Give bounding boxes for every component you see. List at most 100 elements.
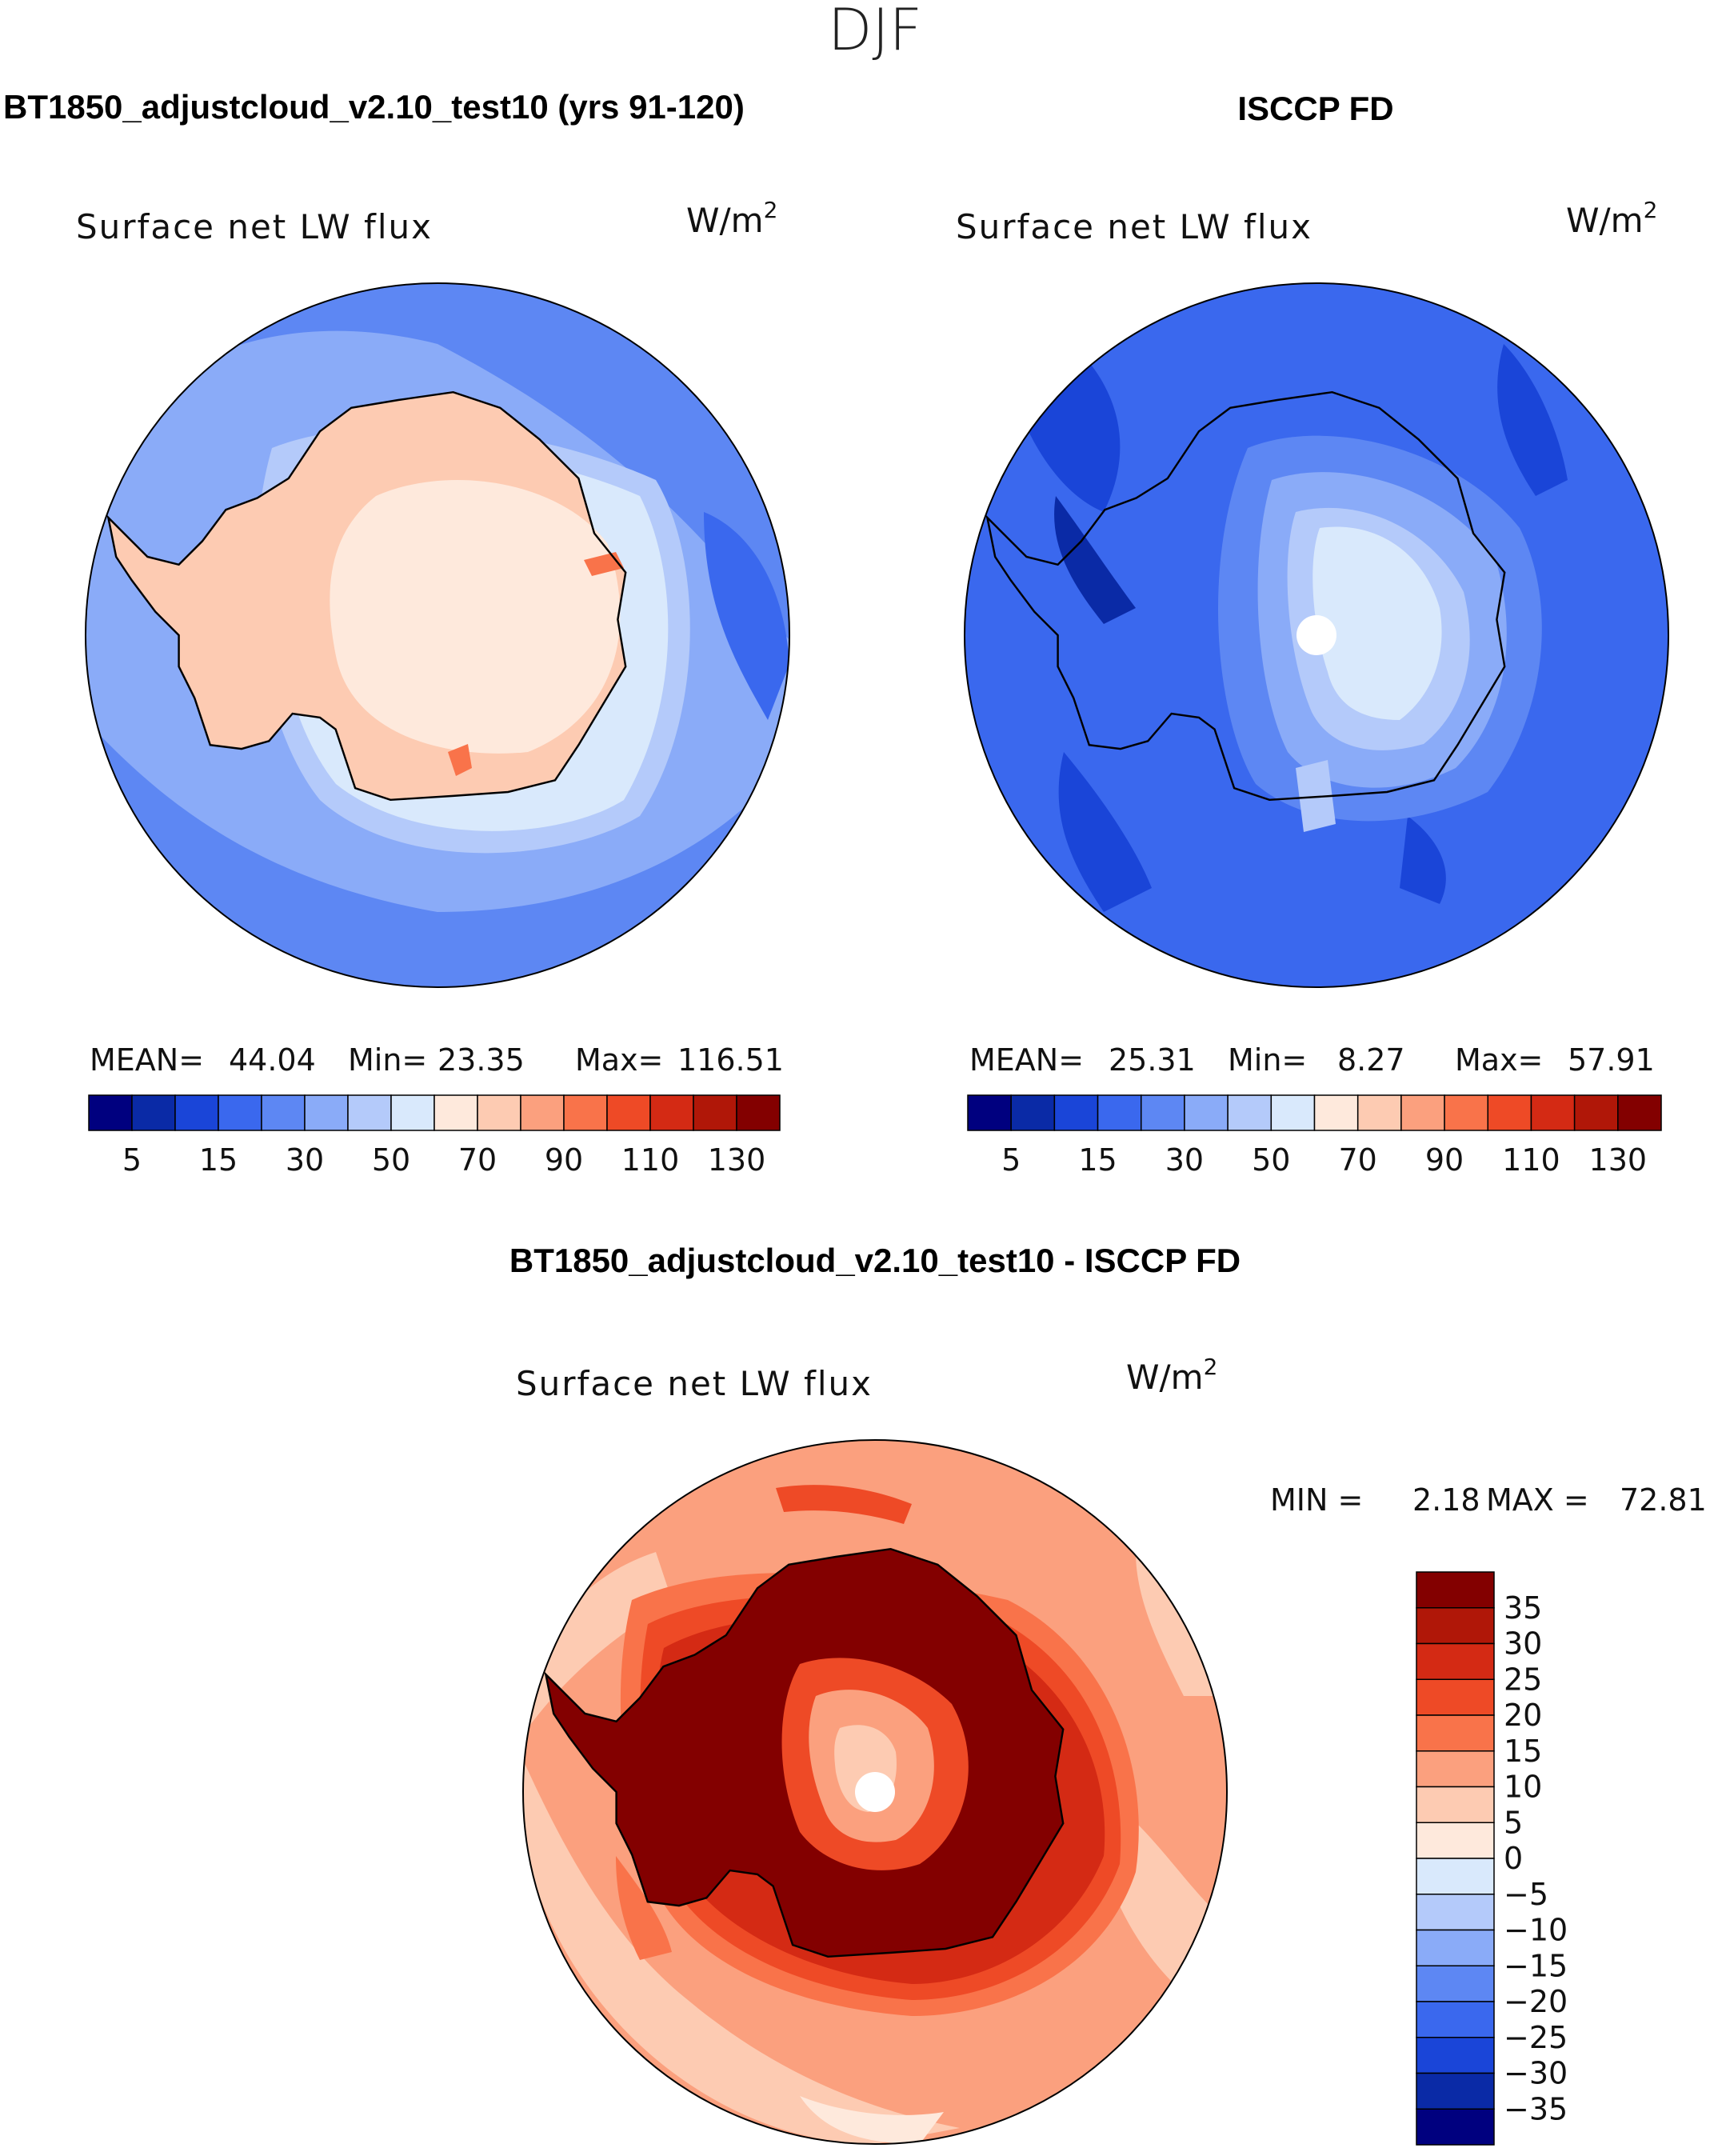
colorbar-obs-tick-label: 30 xyxy=(1165,1142,1204,1178)
colorbar-diff-swatch xyxy=(1416,1929,1495,1966)
colorbar-obs-swatch xyxy=(1010,1094,1056,1131)
colorbar-diff-swatch xyxy=(1416,2108,1495,2146)
colorbar-obs-swatch xyxy=(1184,1094,1229,1131)
colorbar-obs-swatch xyxy=(1356,1094,1402,1131)
panel-model-units-exp: 2 xyxy=(764,197,778,223)
colorbar-diff-tick-label: 10 xyxy=(1504,1770,1542,1805)
colorbar-diff-swatch xyxy=(1416,1822,1495,1859)
panel-diff-min-label: MIN = xyxy=(1270,1482,1363,1518)
panel-model-max-label: Max= xyxy=(575,1042,663,1078)
colorbar-diff-swatch xyxy=(1416,2072,1495,2110)
colorbar-model-tick-label: 15 xyxy=(199,1142,238,1178)
map-diff-border xyxy=(522,1439,1228,2145)
colorbar-obs-swatch xyxy=(1141,1094,1185,1131)
panel-obs-min-value: 8.27 xyxy=(1337,1042,1405,1078)
colorbar-model-swatch xyxy=(477,1094,521,1131)
panel-model-units-base: W/m xyxy=(686,201,764,240)
colorbar-obs-swatch xyxy=(1053,1094,1099,1131)
colorbar-model-swatch xyxy=(174,1094,219,1131)
colorbar-model-swatch xyxy=(736,1094,781,1131)
colorbar-model-swatch xyxy=(347,1094,392,1131)
colorbar-obs-tick-label: 110 xyxy=(1502,1142,1560,1178)
panel-model: BT1850_adjustcloud_v2.10_test10 (yrs 91-… xyxy=(3,88,790,1178)
colorbar-diff-swatch xyxy=(1416,2001,1495,2038)
colorbar-diff-tick-label: −25 xyxy=(1504,2020,1568,2055)
colorbar-diff-tick-label: −35 xyxy=(1504,2091,1568,2126)
panel-model-max-value: 116.51 xyxy=(677,1042,784,1078)
colorbar-obs-swatch xyxy=(1313,1094,1359,1131)
colorbar-model-swatch xyxy=(606,1094,651,1131)
colorbar-obs-swatch xyxy=(1227,1094,1273,1131)
map-obs-border xyxy=(964,282,1669,988)
colorbar-model-tick-label: 130 xyxy=(708,1142,766,1178)
colorbar-diff-tick-label: 5 xyxy=(1504,1805,1523,1840)
panel-obs-max-label: Max= xyxy=(1455,1042,1543,1078)
colorbar-diff-swatch xyxy=(1416,2037,1495,2074)
colorbar-obs-swatch xyxy=(1573,1094,1619,1131)
colorbar-model xyxy=(88,1094,781,1131)
map-obs xyxy=(965,283,1668,987)
colorbar-model-swatch xyxy=(218,1094,262,1131)
colorbar-diff-swatch xyxy=(1416,1607,1495,1645)
colorbar-obs-swatch xyxy=(1487,1094,1532,1131)
panel-model-units: W/m2 xyxy=(686,197,777,240)
colorbar-diff-tick-label: 25 xyxy=(1504,1662,1542,1697)
panel-model-stats: MEAN= 44.04 Min= 23.35 Max= 116.51 xyxy=(90,1042,784,1078)
panel-model-variable: Surface net LW flux xyxy=(76,207,433,246)
colorbar-obs-tick-label: 90 xyxy=(1425,1142,1464,1178)
colorbar-diff-tick-label: −10 xyxy=(1504,1913,1568,1948)
colorbar-diff-swatch xyxy=(1416,1750,1495,1788)
panel-diff-max-value: 72.81 xyxy=(1620,1482,1707,1518)
colorbar-model-swatch xyxy=(261,1094,306,1131)
season-title: DJF xyxy=(828,0,922,63)
panel-diff-stats: MIN = 2.18 MAX = 72.81 xyxy=(1270,1482,1707,1518)
colorbar-diff-swatch xyxy=(1416,1678,1495,1716)
panel-obs-stats: MEAN= 25.31 Min= 8.27 Max= 57.91 xyxy=(969,1042,1655,1078)
colorbar-model-swatch xyxy=(693,1094,737,1131)
colorbar-model-swatch xyxy=(131,1094,176,1131)
colorbar-diff-tick-label: 35 xyxy=(1504,1590,1542,1626)
colorbar-model-swatch xyxy=(520,1094,565,1131)
panel-diff-units-exp: 2 xyxy=(1204,1354,1218,1380)
colorbar-obs-tick-label: 50 xyxy=(1252,1142,1290,1178)
colorbar-model-tick-label: 90 xyxy=(545,1142,583,1178)
colorbar-model-ticks: 5 15 30 50 70 90 110 130 xyxy=(122,1142,765,1178)
colorbar-diff-tick-label: 15 xyxy=(1504,1734,1542,1769)
panel-diff-units-base: W/m xyxy=(1126,1358,1204,1397)
panel-model-min-value: 23.35 xyxy=(437,1042,525,1078)
panel-obs-min-label: Min= xyxy=(1228,1042,1307,1078)
panel-diff-min-value: 2.18 xyxy=(1412,1482,1480,1518)
colorbar-model-swatch xyxy=(649,1094,694,1131)
panel-obs-mean-label: MEAN= xyxy=(969,1042,1084,1078)
colorbar-model-tick-label: 5 xyxy=(122,1142,142,1178)
panel-obs-units: W/m2 xyxy=(1566,197,1657,240)
colorbar-diff-tick-label: −15 xyxy=(1504,1948,1568,1983)
map-model xyxy=(86,283,789,987)
colorbar-diff-tick-label: 20 xyxy=(1504,1698,1542,1733)
colorbar-diff-tick-label: −30 xyxy=(1504,2056,1568,2091)
colorbar-obs-ticks: 5 15 30 50 70 90 110 130 xyxy=(1001,1142,1647,1178)
colorbar-obs-tick-label: 70 xyxy=(1339,1142,1377,1178)
colorbar-obs-swatch xyxy=(1270,1094,1316,1131)
panel-model-min-label: Min= xyxy=(348,1042,427,1078)
colorbar-model-swatch xyxy=(390,1094,435,1131)
colorbar-model-tick-label: 50 xyxy=(372,1142,410,1178)
colorbar-obs-tick-label: 130 xyxy=(1589,1142,1648,1178)
panel-obs: ISCCP FD Surface net LW flux W/m2 MEAN= … xyxy=(956,90,1669,1178)
colorbar-diff-swatch xyxy=(1416,1858,1495,1895)
colorbar-obs xyxy=(967,1094,1662,1131)
colorbar-diff-swatch xyxy=(1416,1642,1495,1680)
colorbar-obs-swatch xyxy=(1617,1094,1662,1131)
colorbar-obs-tick-label: 5 xyxy=(1001,1142,1021,1178)
colorbar-model-swatch xyxy=(88,1094,133,1131)
colorbar-diff-swatch xyxy=(1416,1571,1495,1609)
colorbar-diff-swatch xyxy=(1416,1894,1495,1931)
colorbar-diff-tick-label: 0 xyxy=(1504,1841,1523,1876)
panel-diff-variable: Surface net LW flux xyxy=(516,1364,873,1403)
colorbar-model-tick-label: 110 xyxy=(621,1142,680,1178)
colorbar-obs-swatch xyxy=(1530,1094,1576,1131)
map-diff xyxy=(523,1440,1227,2144)
colorbar-obs-swatch xyxy=(1097,1094,1142,1131)
